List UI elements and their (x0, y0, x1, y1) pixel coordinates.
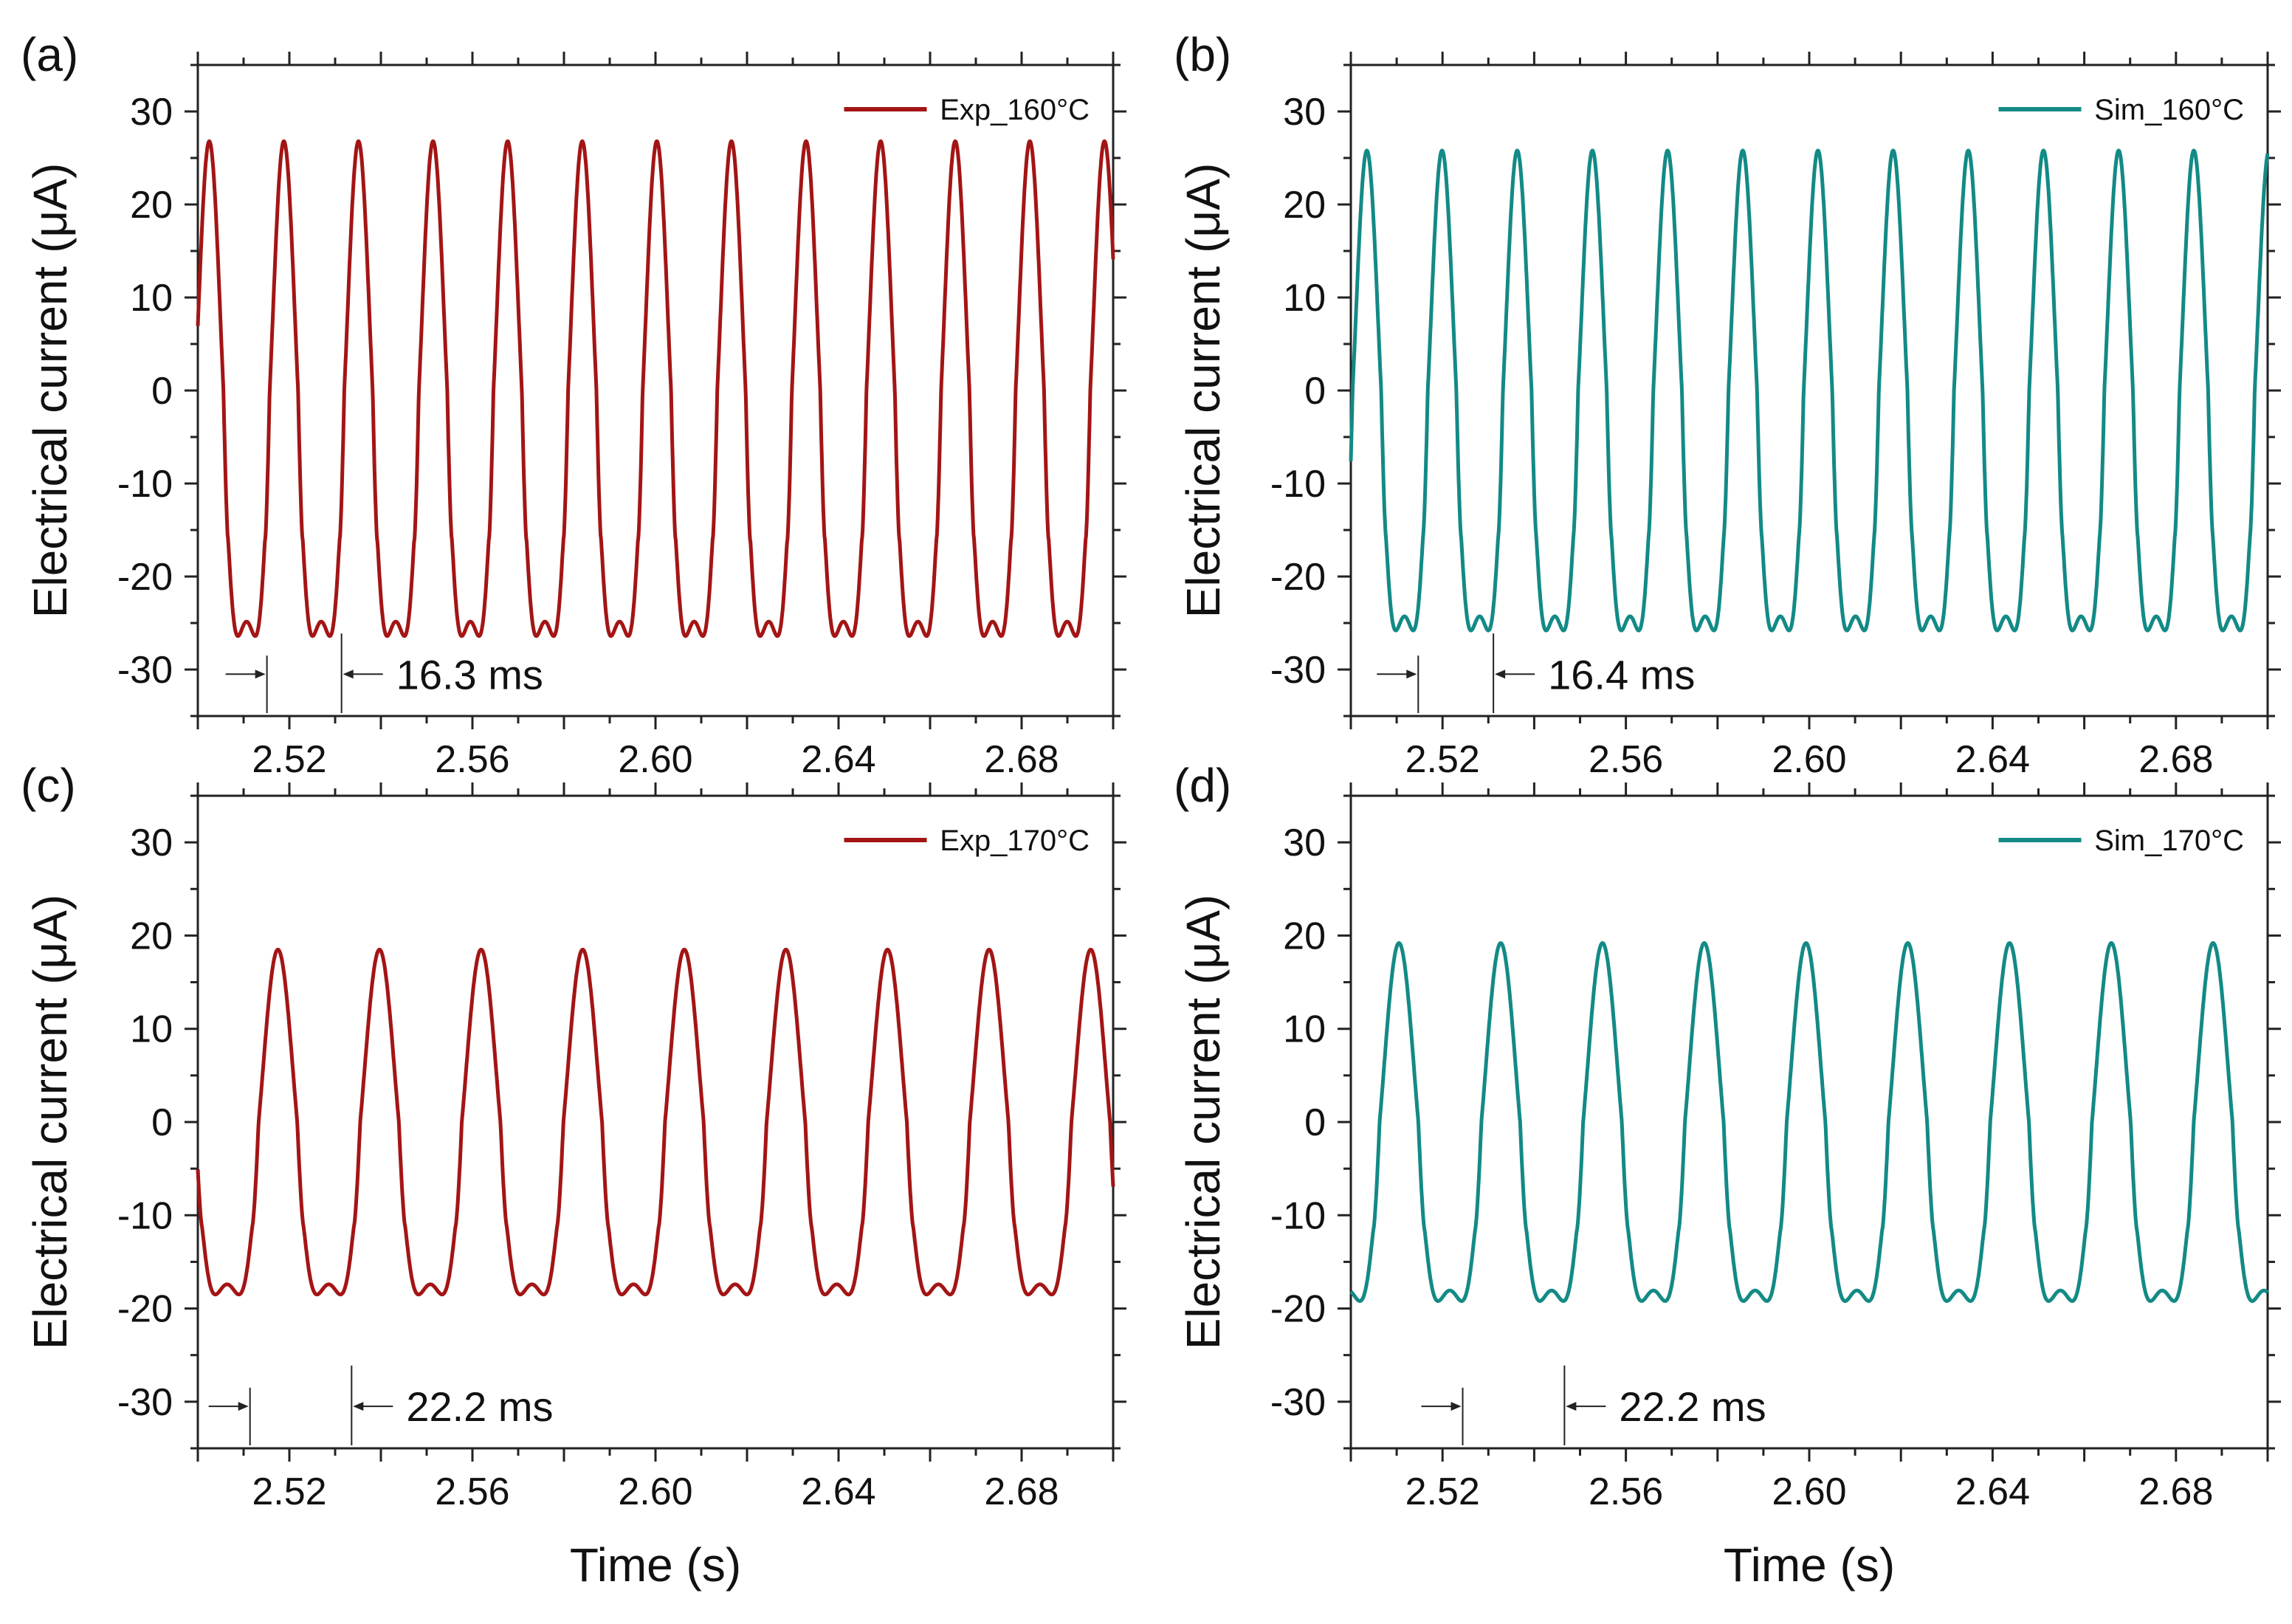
annotation-arrowhead-left (255, 670, 266, 679)
plot-frame (196, 794, 1115, 1450)
period-annotation: 22.2 ms (406, 1383, 553, 1430)
x-tick-label: 2.68 (2138, 1470, 2213, 1513)
x-tick-label: 2.60 (1772, 1470, 1846, 1513)
series-line (1349, 941, 2269, 1303)
legend-label: Sim_160°C (2094, 94, 2244, 126)
x-tick-label: 2.64 (1955, 738, 2030, 781)
y-tick-label: -10 (1270, 1194, 1326, 1237)
annotation-arrowhead-left (238, 1402, 249, 1411)
chart-panel-a: 2.52 2.56 2.60 2.64 2.68 30 20 10 0 -10 -20 -30 Elec… (21, 28, 1126, 781)
x-tick-label: 2.64 (801, 738, 875, 781)
y-tick-label: 30 (130, 822, 173, 864)
y-tick-label: 10 (1283, 277, 1326, 320)
panel-label: (a) (21, 28, 78, 81)
y-tick-label: -20 (117, 1288, 173, 1331)
period-annotation: 16.4 ms (1548, 651, 1695, 698)
x-tick-label: 2.56 (435, 738, 509, 781)
panel-label: (c) (21, 759, 76, 812)
y-tick-label: 20 (1283, 915, 1326, 957)
y-axis-title: Electrical current (μA) (24, 895, 77, 1350)
period-annotation: 22.2 ms (1619, 1383, 1766, 1430)
y-tick-label: 20 (130, 915, 173, 957)
y-tick-label: -30 (1270, 1381, 1326, 1424)
chart-panel-c: 2.52 2.56 2.60 2.64 2.68 30 20 10 0 -10 -20 -30 Elec… (21, 759, 1126, 1592)
x-axis-title: Time (s) (1724, 1538, 1895, 1592)
y-tick-label: -30 (117, 1381, 173, 1424)
series-line (196, 947, 1115, 1297)
legend-label: Sim_170°C (2094, 825, 2244, 857)
y-tick-label: -10 (117, 463, 173, 506)
x-tick-label: 2.68 (2138, 738, 2213, 781)
y-tick-label: 0 (1304, 370, 1326, 413)
series-line (196, 139, 1115, 639)
x-tick-label: 2.60 (1772, 738, 1846, 781)
y-tick-label: 0 (151, 370, 173, 413)
y-tick-label: 10 (130, 277, 173, 320)
y-tick-label: 30 (1283, 822, 1326, 864)
annotation-arrowhead-right (343, 670, 354, 679)
y-axis-title: Electrical current (μA) (1177, 895, 1230, 1350)
y-tick-label: -20 (1270, 556, 1326, 599)
x-tick-label: 2.56 (1589, 738, 1663, 781)
x-tick-label: 2.60 (618, 1470, 692, 1513)
x-tick-label: 2.56 (1589, 1470, 1663, 1513)
annotation-arrowhead-left (1450, 1402, 1462, 1411)
period-annotation: 16.3 ms (396, 651, 543, 698)
y-tick-label: -20 (1270, 1288, 1326, 1331)
y-tick-label: -30 (117, 649, 173, 692)
y-tick-label: 30 (1283, 91, 1326, 134)
x-axis-title: Time (s) (570, 1538, 741, 1592)
x-tick-label: 2.52 (1405, 1470, 1480, 1513)
y-tick-label: -10 (117, 1194, 173, 1237)
y-axis-title: Electrical current (μA) (24, 163, 77, 619)
x-tick-label: 2.56 (435, 1470, 509, 1513)
y-tick-label: -30 (1270, 649, 1326, 692)
x-tick-label: 2.52 (1405, 738, 1480, 781)
chart-panel-b: 2.52 2.56 2.60 2.64 2.68 30 20 10 0 -10 -20 -30 Elec… (1174, 28, 2281, 781)
x-tick-label: 2.68 (984, 1470, 1059, 1513)
series-line (1349, 148, 2270, 633)
annotation-arrowhead-right (353, 1402, 364, 1411)
y-axis-title: Electrical current (μA) (1177, 163, 1230, 619)
x-tick-label: 2.64 (801, 1470, 875, 1513)
annotation-arrowhead-right (1495, 670, 1506, 679)
y-tick-label: 0 (151, 1101, 173, 1144)
y-tick-label: 20 (1283, 184, 1326, 227)
y-tick-label: 20 (130, 184, 173, 227)
x-tick-label: 2.60 (618, 738, 692, 781)
y-tick-label: -20 (117, 556, 173, 599)
plot-frame (1349, 63, 2269, 718)
panel-label: (b) (1174, 28, 1231, 81)
chart-panel-d: 2.52 2.56 2.60 2.64 2.68 30 20 10 0 -10 -20 -30 Elec… (1174, 759, 2281, 1592)
x-tick-label: 2.64 (1955, 1470, 2030, 1513)
y-tick-label: -10 (1270, 463, 1326, 506)
panel-label: (d) (1174, 759, 1231, 812)
y-tick-label: 10 (1283, 1008, 1326, 1051)
legend-label: Exp_170°C (940, 825, 1090, 857)
annotation-arrowhead-right (1566, 1402, 1577, 1411)
annotation-arrowhead-left (1406, 670, 1417, 679)
legend-label: Exp_160°C (940, 94, 1090, 126)
y-tick-label: 10 (130, 1008, 173, 1051)
x-tick-label: 2.52 (252, 738, 326, 781)
x-tick-label: 2.68 (984, 738, 1059, 781)
x-tick-label: 2.52 (252, 1470, 326, 1513)
y-tick-label: 30 (130, 91, 173, 134)
y-tick-label: 0 (1304, 1101, 1326, 1144)
